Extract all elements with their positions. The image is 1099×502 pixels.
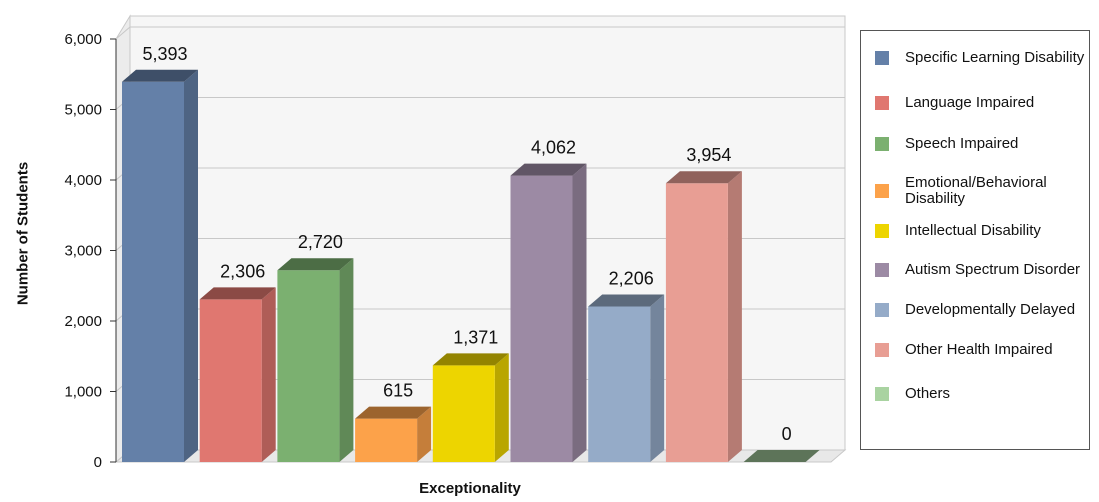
bar-front	[510, 175, 573, 462]
legend-item: Developmentally Delayed	[875, 302, 1085, 318]
bar-8	[665, 171, 742, 463]
bar-front	[277, 270, 340, 462]
legend-label: Developmentally Delayed	[905, 301, 1076, 318]
legend-swatch	[875, 387, 889, 401]
bar-top	[665, 171, 742, 184]
x-axis-label: Exceptionality	[419, 480, 521, 497]
legend-item: Emotional/Behavioral Disability	[875, 175, 1085, 207]
bar-front	[665, 183, 728, 463]
bar-4	[355, 406, 432, 462]
legend-label: Speech Impaired	[905, 135, 1019, 152]
bar-side	[727, 171, 742, 463]
bar-front	[355, 418, 418, 462]
legend-swatch	[875, 224, 889, 238]
legend-item: Other Health Impaired	[875, 342, 1085, 358]
legend-swatch	[875, 303, 889, 317]
y-axis-label: Number of Students	[14, 161, 32, 306]
bar-6	[510, 163, 587, 462]
bar-side	[494, 353, 509, 462]
bar-top	[432, 353, 509, 366]
legend-item: Language Impaired	[875, 95, 1085, 111]
bar-5	[432, 353, 509, 462]
y-tick-label: 4,000	[64, 172, 102, 189]
bar-side	[339, 258, 354, 462]
legend-item: Autism Spectrum Disorder	[875, 262, 1085, 278]
bar-2	[199, 287, 276, 462]
legend-label: Intellectual Disability	[905, 222, 1041, 239]
bar-front	[588, 306, 651, 462]
legend-label: Other Health Impaired	[905, 341, 1053, 358]
bar-side	[261, 287, 276, 462]
legend-swatch	[875, 137, 889, 151]
bar-3	[277, 258, 354, 462]
y-tick-label: 6,000	[64, 31, 102, 48]
bar-value-label: 3,954	[686, 145, 731, 165]
bar-front	[199, 299, 262, 462]
bar-side	[184, 69, 198, 462]
bar-front	[432, 365, 495, 462]
bar-front	[122, 81, 184, 462]
bar-top	[277, 258, 354, 271]
y-tick-label: 2,000	[64, 313, 102, 330]
legend-label: Specific Learning Disability	[905, 49, 1085, 66]
bar-7	[588, 294, 665, 462]
bar-top	[355, 406, 432, 419]
bar-value-label: 0	[782, 424, 792, 444]
bar-top	[588, 294, 665, 307]
bar-top	[122, 69, 198, 82]
bar-value-label: 615	[383, 381, 413, 401]
legend-item: Speech Impaired	[875, 136, 1085, 152]
bar-value-label: 2,206	[609, 268, 654, 288]
gridline	[115, 26, 845, 40]
bar-value-label: 2,306	[220, 261, 265, 281]
bar-side	[417, 406, 432, 462]
bar-value-label: 4,062	[531, 138, 576, 158]
y-tick-label: 0	[94, 454, 102, 471]
bar-value-label: 1,371	[453, 327, 498, 347]
legend-swatch	[875, 96, 889, 110]
bar-9	[743, 450, 820, 462]
y-tick-label: 3,000	[64, 243, 102, 260]
legend-item: Others	[875, 386, 1085, 402]
bar-top	[199, 287, 276, 300]
legend-swatch	[875, 343, 889, 357]
bar-1	[122, 69, 198, 462]
bar-top	[510, 163, 587, 176]
bar-top	[743, 450, 820, 462]
chart-legend: Specific Learning Disability Language Imp…	[860, 30, 1090, 450]
bar-value-label: 2,720	[298, 232, 343, 252]
legend-label: Emotional/Behavioral Disability	[905, 174, 1047, 207]
legend-swatch	[875, 184, 889, 198]
y-tick-label: 5,000	[64, 102, 102, 119]
bar-side	[650, 294, 665, 462]
bar-value-label: 5,393	[142, 44, 187, 64]
legend-swatch	[875, 263, 889, 277]
legend-item: Intellectual Disability	[875, 223, 1085, 239]
legend-label: Language Impaired	[905, 94, 1035, 111]
legend-swatch	[875, 51, 889, 65]
legend-label: Others	[905, 385, 951, 402]
y-tick-label: 1,000	[64, 384, 102, 401]
legend-item: Specific Learning Disability	[875, 50, 1085, 66]
bar-side	[572, 163, 587, 462]
legend-label: Autism Spectrum Disorder	[905, 261, 1081, 278]
